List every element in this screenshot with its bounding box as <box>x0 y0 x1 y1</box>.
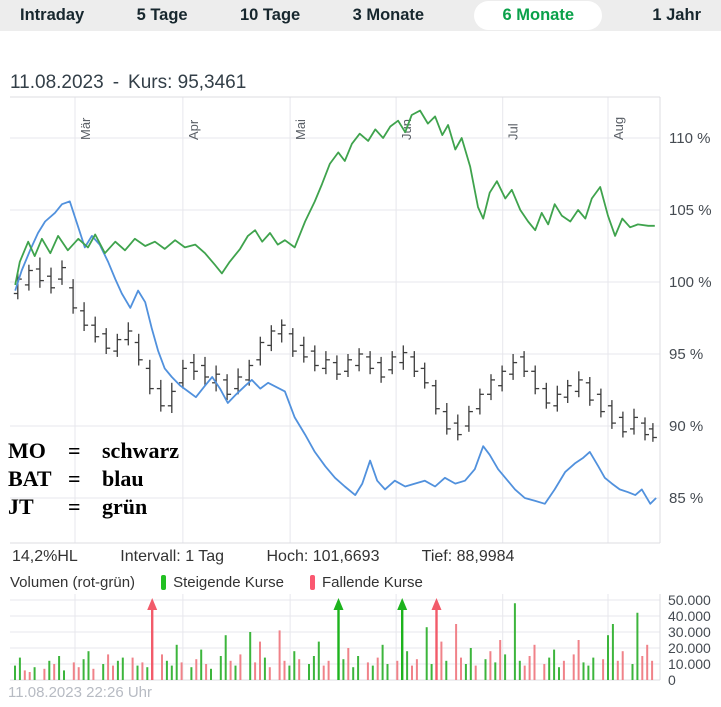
svg-text:0: 0 <box>668 672 676 687</box>
svg-text:Jul: Jul <box>506 123 521 140</box>
volume-legend-down: Fallende Kurse <box>309 574 423 591</box>
legend-row-mo: MO = schwarz <box>8 438 179 463</box>
volume-legend-up: Steigende Kurse <box>161 574 284 591</box>
svg-text:105 %: 105 % <box>669 202 712 219</box>
hl-percent: 14,2%HL <box>12 548 78 565</box>
tab-1-jahr[interactable]: 1 Jahr <box>652 6 701 25</box>
down-bar-icon <box>309 575 315 590</box>
date-label: 11.08.2023 <box>10 72 104 93</box>
timestamp-footer: 11.08.2023 22:26 Uhr <box>8 684 153 701</box>
up-bar-icon <box>161 575 167 590</box>
svg-text:40.000: 40.000 <box>668 608 711 624</box>
svg-text:85 %: 85 % <box>669 490 703 507</box>
svg-text:Mär: Mär <box>78 117 93 140</box>
svg-text:90 %: 90 % <box>669 418 703 435</box>
separator-dash: - <box>112 72 120 93</box>
tab-10-tage[interactable]: 10 Tage <box>239 6 301 25</box>
svg-text:30.000: 30.000 <box>668 624 711 640</box>
date-price-header: 11.08.2023- Kurs: 95,3461 <box>10 72 255 94</box>
svg-text:20.000: 20.000 <box>668 640 711 656</box>
tief-label: Tief: 88,9984 <box>421 548 515 565</box>
svg-text:Mai: Mai <box>293 119 308 140</box>
svg-text:10.000: 10.000 <box>668 656 711 672</box>
volume-title: Volumen (rot-grün) <box>10 574 136 591</box>
svg-text:Apr: Apr <box>186 119 201 140</box>
tab-6-monate[interactable]: 6 Monate <box>474 1 602 30</box>
svg-text:100 %: 100 % <box>669 274 712 291</box>
intervall-label: Intervall: 1 Tag <box>120 548 225 565</box>
series-color-legend: MO = schwarz BAT = blau JT = grün <box>8 437 179 521</box>
legend-row-bat: BAT = blau <box>8 466 144 491</box>
svg-text:110 %: 110 % <box>669 130 710 147</box>
stats-row: 14,2%HL Intervall: 1 Tag Hoch: 101,6693 … <box>12 548 552 566</box>
volume-legend: Volumen (rot-grün) Steigende Kurse Falle… <box>10 574 449 591</box>
tab-intraday[interactable]: Intraday <box>20 6 85 25</box>
legend-row-jt: JT = grün <box>8 494 148 519</box>
svg-text:50.000: 50.000 <box>668 592 711 608</box>
svg-text:Aug: Aug <box>611 117 626 140</box>
hoch-label: Hoch: 101,6693 <box>266 548 380 565</box>
period-tabbar: Intraday 5 Tage 10 Tage 3 Monate 6 Monat… <box>0 0 721 31</box>
kurs-value: Kurs: 95,3461 <box>128 72 247 93</box>
tab-3-monate[interactable]: 3 Monate <box>352 6 425 25</box>
price-chart-canvas[interactable]: 110 %105 %100 %95 %90 %85 %Mär Apr Mai Jun J… <box>0 95 721 550</box>
svg-text:95 %: 95 % <box>669 346 703 363</box>
tab-5-tage[interactable]: 5 Tage <box>136 6 188 25</box>
